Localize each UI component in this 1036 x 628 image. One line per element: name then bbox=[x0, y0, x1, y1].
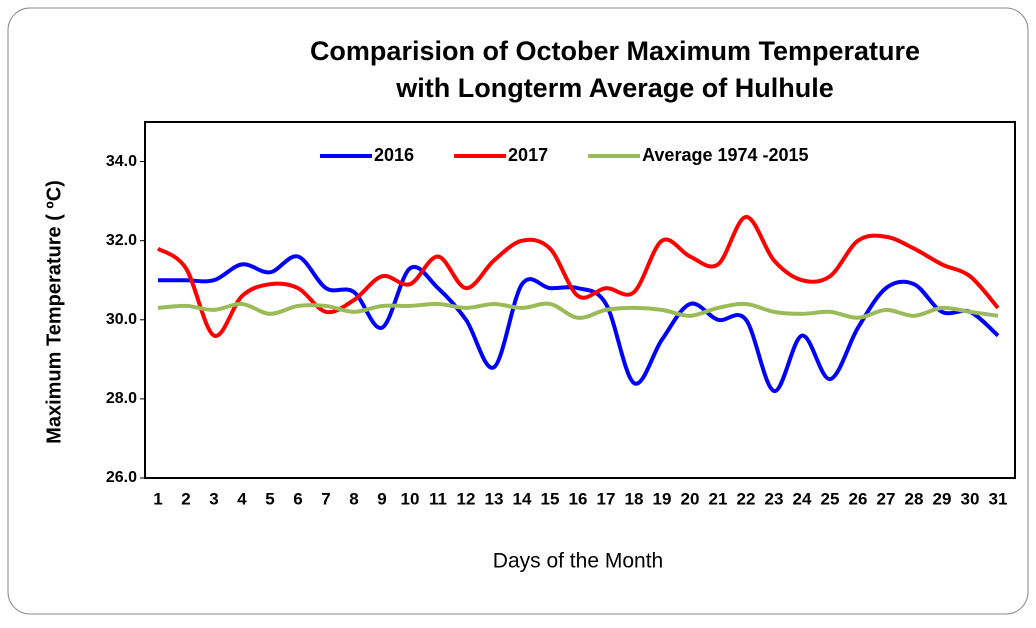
legend-label: Average 1974 -2015 bbox=[642, 145, 808, 165]
x-tick-label: 4 bbox=[237, 489, 247, 508]
y-tick-label: 28.0 bbox=[106, 390, 137, 407]
y-tick-label: 32.0 bbox=[106, 232, 137, 249]
x-tick-label: 25 bbox=[821, 489, 840, 508]
chart-title: Comparision of October Maximum Temperatu… bbox=[310, 36, 920, 66]
series-line bbox=[157, 301, 999, 320]
x-tick-label: 9 bbox=[377, 489, 386, 508]
x-tick-label: 7 bbox=[321, 489, 330, 508]
plot-area bbox=[144, 121, 1016, 479]
x-tick-label: 3 bbox=[209, 489, 218, 508]
x-tick-label: 10 bbox=[401, 489, 420, 508]
y-tick-label: 30.0 bbox=[106, 311, 137, 328]
x-tick-label: 19 bbox=[653, 489, 672, 508]
x-tick-label: 1 bbox=[153, 489, 162, 508]
x-tick-label: 11 bbox=[429, 489, 447, 508]
legend-label: 2016 bbox=[374, 145, 414, 165]
chart-title: with Longterm Average of Hulhule bbox=[395, 73, 834, 103]
series-line bbox=[157, 254, 1000, 393]
y-axis-title: Maximum Temperature ( ºC) bbox=[43, 180, 65, 444]
x-tick-label: 8 bbox=[349, 489, 358, 508]
chart-frame bbox=[7, 7, 1029, 615]
x-tick-label: 5 bbox=[265, 489, 274, 508]
x-tick-label: 2 bbox=[181, 489, 190, 508]
y-tick-label: 34.0 bbox=[106, 153, 137, 170]
legend-label: 2017 bbox=[508, 145, 548, 165]
x-tick-label: 30 bbox=[961, 489, 980, 508]
y-tick-label: 26.0 bbox=[106, 469, 137, 486]
x-tick-label: 14 bbox=[513, 489, 532, 508]
x-tick-label: 6 bbox=[293, 489, 302, 508]
x-tick-label: 31 bbox=[989, 489, 1008, 508]
x-tick-label: 24 bbox=[793, 489, 812, 508]
x-axis-title: Days of the Month bbox=[493, 550, 663, 573]
x-tick-label: 28 bbox=[905, 489, 924, 508]
x-tick-label: 17 bbox=[597, 489, 616, 508]
x-tick-label: 26 bbox=[849, 489, 868, 508]
x-tick-label: 20 bbox=[681, 489, 700, 508]
x-tick-label: 18 bbox=[625, 489, 644, 508]
x-tick-label: 23 bbox=[765, 489, 784, 508]
x-tick-label: 12 bbox=[457, 489, 476, 508]
x-tick-label: 15 bbox=[541, 489, 560, 508]
x-tick-label: 22 bbox=[737, 489, 756, 508]
x-tick-label: 13 bbox=[485, 489, 504, 508]
x-tick-label: 27 bbox=[877, 489, 896, 508]
x-tick-label: 16 bbox=[569, 489, 588, 508]
x-tick-label: 21 bbox=[709, 489, 728, 508]
series-line bbox=[156, 214, 1000, 338]
x-tick-label: 29 bbox=[933, 489, 952, 508]
